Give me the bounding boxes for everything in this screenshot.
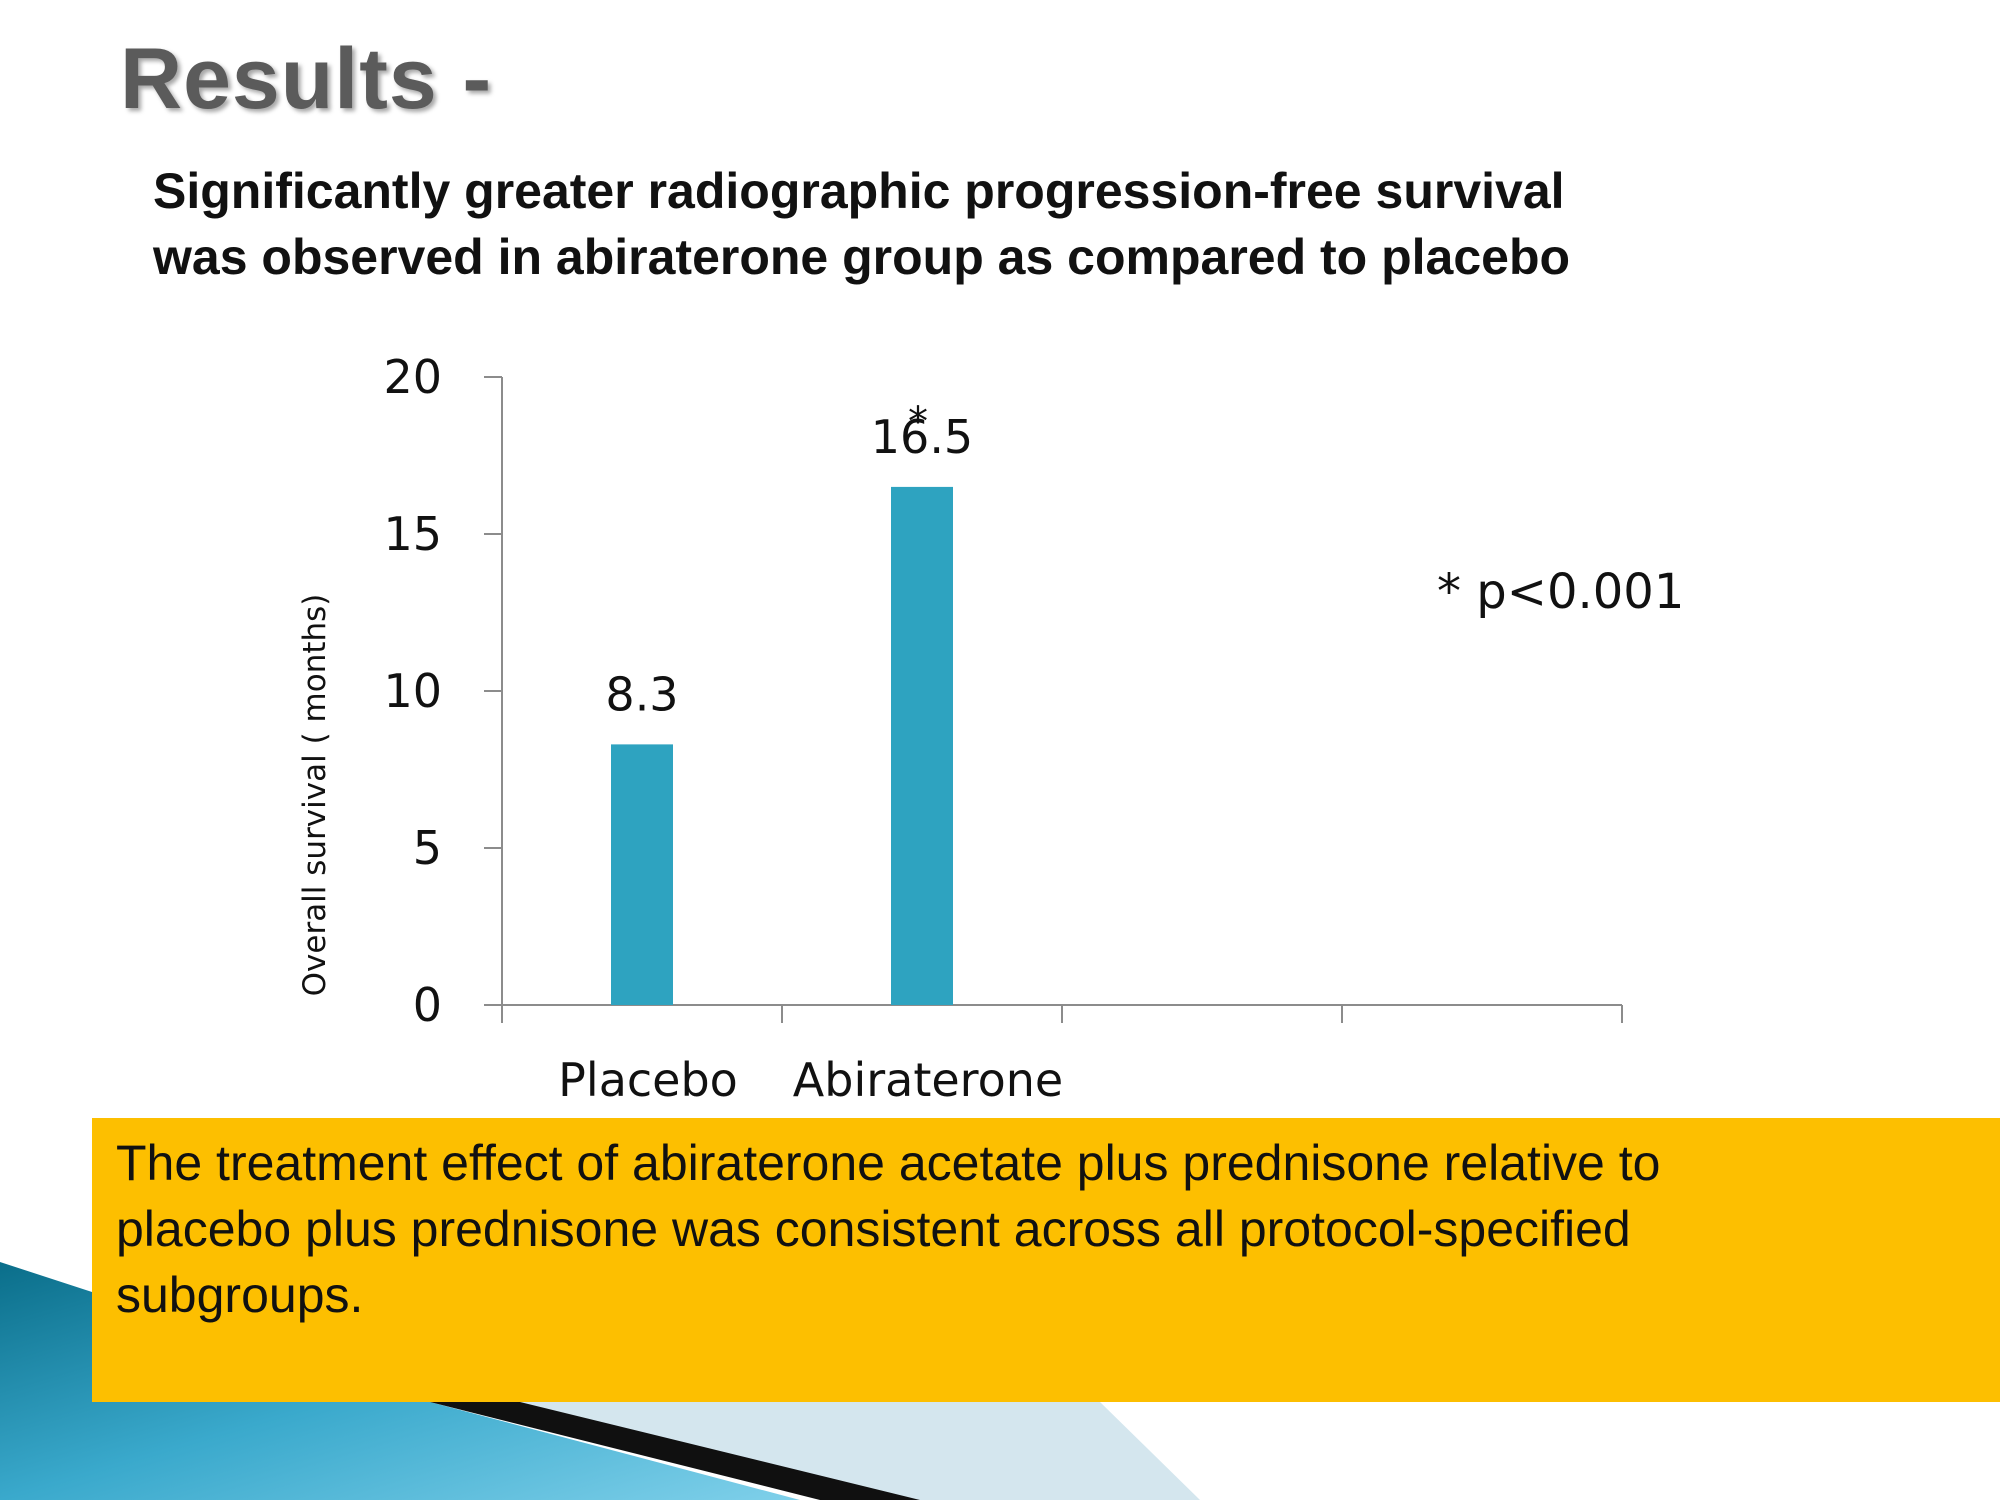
- data-label: 8.3: [605, 667, 678, 721]
- callout-box: The treatment effect of abiraterone acet…: [92, 1118, 2000, 1402]
- subtitle-line-2: was observed in abiraterone group as com…: [153, 229, 1571, 285]
- y-tick-label: 10: [383, 664, 442, 718]
- decor-black-wedge: [430, 1402, 920, 1500]
- y-tick-label: 5: [413, 821, 442, 875]
- chart-labels: 8.3 Placebo 16.5 Abiraterone *: [558, 399, 1063, 1107]
- callout-text: The treatment effect of abiraterone acet…: [116, 1130, 1976, 1328]
- significance-marker: *: [908, 399, 928, 445]
- callout-line-3: subgroups.: [116, 1267, 364, 1323]
- callout-line-2: placebo plus prednisone was consistent a…: [116, 1201, 1631, 1257]
- subtitle-line-1: Significantly greater radiographic progr…: [153, 163, 1565, 219]
- slide-title: Results -: [120, 31, 493, 127]
- bar-chart: Overall survival ( months) 0 5 10 15 20 8.3 P…: [297, 350, 1684, 1107]
- callout-line-1: The treatment effect of abiraterone acet…: [116, 1135, 1661, 1191]
- y-tick-label: 20: [383, 350, 442, 404]
- y-axis-label: Overall survival ( months): [297, 594, 333, 997]
- significance-annotation: * p<0.001: [1437, 564, 1684, 620]
- decor-light-wedge: [500, 1402, 1200, 1500]
- y-tick-label: 0: [413, 978, 442, 1032]
- y-axis-label-group: Overall survival ( months): [297, 594, 333, 997]
- category-label: Placebo: [558, 1053, 738, 1107]
- bar-abiraterone: [891, 486, 953, 1005]
- category-label: Abiraterone: [793, 1053, 1063, 1107]
- subtitle: Significantly greater radiographic progr…: [153, 158, 1933, 290]
- chart-bars: [611, 486, 953, 1005]
- y-tick-label: 15: [383, 507, 442, 561]
- data-label: 16.5: [871, 410, 973, 464]
- bar-placebo: [611, 744, 673, 1005]
- decor-blue-wedge: [0, 1262, 800, 1500]
- chart-axes: 0 5 10 15 20: [383, 350, 1623, 1032]
